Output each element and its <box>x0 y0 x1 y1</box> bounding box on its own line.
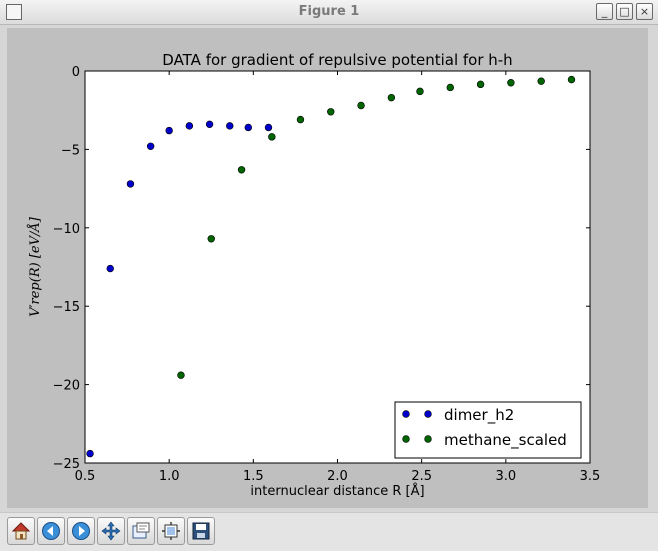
data-point-methane-scaled <box>476 80 485 89</box>
legend-marker-dimer-h2 <box>402 410 410 418</box>
window-title: Figure 1 <box>298 4 360 19</box>
x-tick-label: 3.5 <box>580 469 601 484</box>
axis-ticks: 0.5 1.0 1.5 2.0 2.5 3.0 3.5 0 −5 −10 −15 −20 −25 <box>53 65 601 484</box>
legend-marker-methane-scaled <box>402 435 410 443</box>
legend: dimer_h2 methane_scaled <box>394 401 582 459</box>
x-tick-label: 1.0 <box>159 469 180 484</box>
legend-label-dimer-h2: dimer_h2 <box>444 406 514 425</box>
y-tick-label: 0 <box>72 65 80 80</box>
x-tick-label: 0.5 <box>75 469 96 484</box>
legend-marker-methane-scaled <box>424 435 432 443</box>
axes-frame <box>84 70 591 464</box>
data-points <box>86 75 576 458</box>
data-point-dimer-h2 <box>106 264 114 273</box>
legend-marker-dimer-h2 <box>424 410 432 418</box>
data-point-methane-scaled <box>567 75 576 84</box>
data-point-dimer-h2 <box>86 449 94 458</box>
y-tick-label: −10 <box>53 222 80 237</box>
title-bar[interactable]: Figure 1 _ □ × <box>0 0 658 25</box>
data-point-methane-scaled <box>268 133 276 141</box>
pan-button[interactable] <box>97 517 125 545</box>
data-point-methane-scaled <box>207 235 215 243</box>
chart-title: DATA for gradient of repulsive potential… <box>162 51 512 69</box>
data-point-methane-scaled <box>416 87 424 96</box>
data-point-dimer-h2 <box>165 126 173 135</box>
legend-label-methane-scaled: methane_scaled <box>444 431 567 450</box>
data-point-dimer-h2 <box>146 142 155 150</box>
close-button[interactable]: × <box>636 3 653 20</box>
arrow-right-icon <box>72 522 90 540</box>
data-point-methane-scaled <box>357 101 365 110</box>
maximize-button[interactable]: □ <box>616 3 633 20</box>
y-tick-label: −25 <box>53 457 80 472</box>
data-point-methane-scaled <box>327 108 335 116</box>
data-point-dimer-h2 <box>264 123 273 132</box>
x-tick-label: 2.5 <box>411 469 432 484</box>
data-point-methane-scaled <box>296 115 305 124</box>
move-icon <box>101 521 121 541</box>
data-point-methane-scaled <box>387 93 396 102</box>
y-axis-label: V′rep(R) [eV/Å] <box>27 216 43 317</box>
zoom-button[interactable] <box>127 517 155 545</box>
home-icon <box>11 522 31 540</box>
data-point-methane-scaled <box>237 166 246 174</box>
data-point-methane-scaled <box>537 77 545 85</box>
axes-background <box>85 71 590 463</box>
data-point-dimer-h2 <box>126 180 135 188</box>
data-point-dimer-h2 <box>185 122 194 130</box>
x-tick-label: 3.0 <box>495 469 516 484</box>
plot-svg: DATA for gradient of repulsive potential… <box>27 51 601 499</box>
y-tick-label: −15 <box>53 300 80 315</box>
subplots-button[interactable] <box>157 517 185 545</box>
y-tick-label: −5 <box>61 143 80 158</box>
save-button[interactable] <box>187 517 215 545</box>
minimize-button[interactable]: _ <box>596 3 613 20</box>
data-point-methane-scaled <box>177 371 185 379</box>
home-button[interactable] <box>7 517 35 545</box>
figure-canvas[interactable]: DATA for gradient of repulsive potential… <box>7 28 648 508</box>
subplots-icon <box>162 522 180 540</box>
data-point-methane-scaled <box>507 79 515 87</box>
app-icon <box>6 4 22 20</box>
forward-button[interactable] <box>67 517 95 545</box>
navigation-toolbar <box>0 512 658 551</box>
back-button[interactable] <box>37 517 65 545</box>
arrow-left-icon <box>42 522 60 540</box>
x-tick-label: 2.0 <box>327 469 348 484</box>
data-point-dimer-h2 <box>226 122 234 130</box>
x-tick-label: 1.5 <box>243 469 264 484</box>
data-point-dimer-h2 <box>244 123 252 132</box>
x-axis-label: internuclear distance R [Å] <box>250 483 424 499</box>
data-point-dimer-h2 <box>205 120 214 129</box>
data-point-methane-scaled <box>446 83 454 92</box>
y-tick-label: −20 <box>53 379 80 394</box>
save-icon <box>192 522 210 540</box>
zoom-rect-icon <box>132 522 150 539</box>
